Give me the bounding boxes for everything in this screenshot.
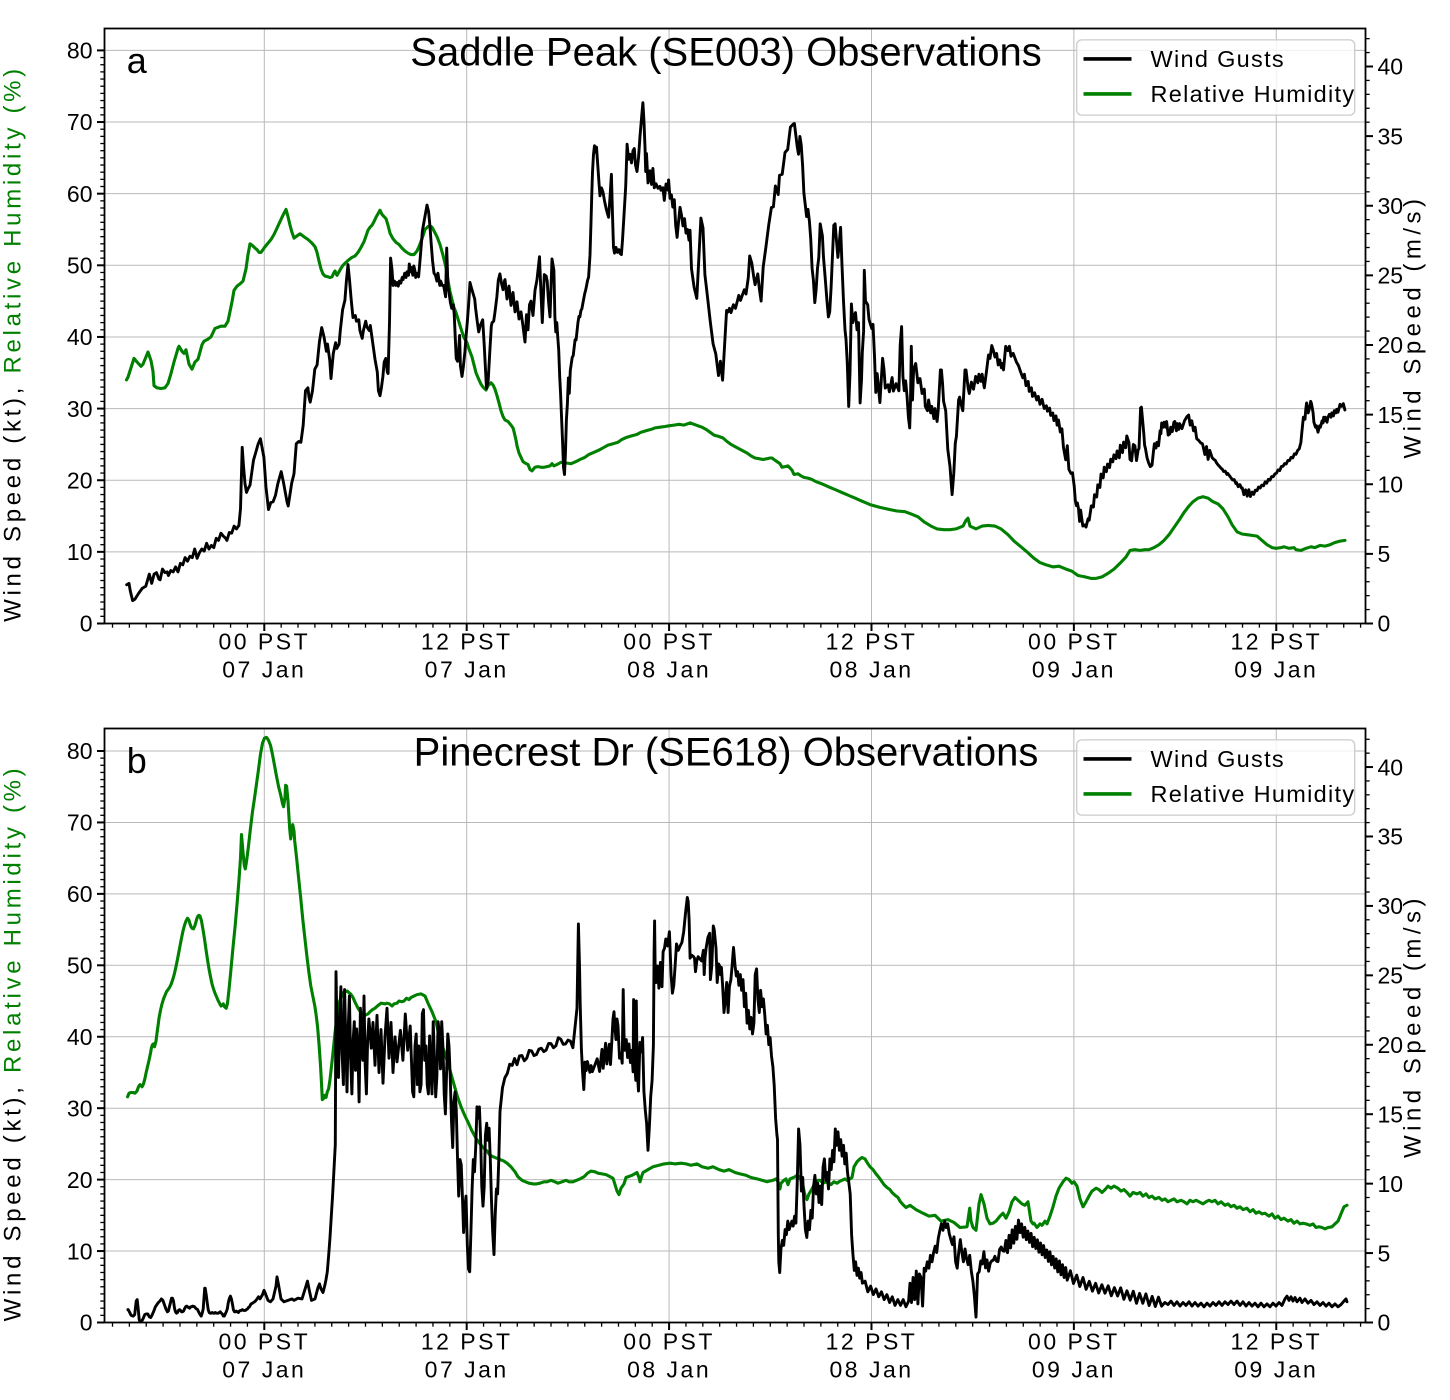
svg-text:30: 30 [1378, 893, 1404, 919]
svg-text:09 Jan: 09 Jan [1032, 657, 1116, 683]
svg-text:60: 60 [67, 881, 93, 907]
svg-text:10: 10 [1378, 471, 1404, 497]
svg-text:35: 35 [1378, 123, 1404, 149]
svg-text:35: 35 [1378, 824, 1404, 850]
svg-text:a: a [127, 40, 148, 81]
svg-text:30: 30 [67, 1095, 93, 1121]
svg-text:09 Jan: 09 Jan [1234, 657, 1318, 683]
svg-text:60: 60 [67, 181, 93, 207]
svg-text:09 Jan: 09 Jan [1032, 1357, 1116, 1383]
svg-text:20: 20 [67, 467, 93, 493]
svg-text:0: 0 [80, 611, 93, 637]
svg-text:0: 0 [1378, 611, 1391, 637]
svg-text:00 PST: 00 PST [1028, 629, 1120, 655]
svg-text:12 PST: 12 PST [1230, 1329, 1322, 1355]
svg-text:08 Jan: 08 Jan [627, 657, 711, 683]
svg-text:Pinecrest Dr (SE618) Observati: Pinecrest Dr (SE618) Observations [414, 731, 1039, 775]
svg-text:30: 30 [1378, 193, 1404, 219]
svg-text:b: b [127, 740, 147, 781]
svg-text:20: 20 [1378, 332, 1404, 358]
svg-text:70: 70 [67, 109, 93, 135]
svg-text:80: 80 [67, 738, 93, 764]
svg-text:80: 80 [67, 38, 93, 64]
svg-text:Wind Speed (m/s): Wind Speed (m/s) [1400, 894, 1427, 1158]
svg-text:50: 50 [67, 953, 93, 979]
svg-text:Wind Gusts: Wind Gusts [1151, 46, 1285, 72]
svg-text:00 PST: 00 PST [623, 629, 715, 655]
svg-text:40: 40 [1378, 54, 1404, 80]
svg-text:12 PST: 12 PST [421, 629, 513, 655]
svg-text:Saddle Peak (SE003) Observatio: Saddle Peak (SE003) Observations [410, 31, 1041, 75]
svg-text:25: 25 [1378, 263, 1404, 289]
svg-text:08 Jan: 08 Jan [627, 1357, 711, 1383]
svg-text:00 PST: 00 PST [1028, 1329, 1120, 1355]
svg-text:5: 5 [1378, 1240, 1391, 1266]
svg-text:40: 40 [67, 1024, 93, 1050]
svg-text:10: 10 [1378, 1171, 1404, 1197]
svg-text:12 PST: 12 PST [826, 629, 918, 655]
svg-text:40: 40 [1378, 754, 1404, 780]
svg-text:08 Jan: 08 Jan [829, 657, 913, 683]
svg-text:40: 40 [67, 324, 93, 350]
svg-text:0: 0 [80, 1310, 93, 1336]
svg-text:Relative Humidity: Relative Humidity [1151, 781, 1356, 807]
svg-text:00 PST: 00 PST [218, 1329, 310, 1355]
svg-text:25: 25 [1378, 963, 1404, 989]
svg-text:Wind Speed (kt), Relative Humi: Wind Speed (kt), Relative Humidity (%) [0, 65, 27, 622]
svg-text:Wind Gusts: Wind Gusts [1151, 746, 1285, 772]
svg-text:07 Jan: 07 Jan [222, 657, 306, 683]
svg-text:Relative Humidity: Relative Humidity [1151, 81, 1356, 107]
svg-text:07 Jan: 07 Jan [425, 657, 509, 683]
svg-text:09 Jan: 09 Jan [1234, 1357, 1318, 1383]
svg-text:00 PST: 00 PST [218, 629, 310, 655]
svg-text:10: 10 [67, 1238, 93, 1264]
svg-text:15: 15 [1378, 402, 1404, 428]
svg-text:Wind Speed (m/s): Wind Speed (m/s) [1400, 194, 1427, 458]
svg-text:00 PST: 00 PST [623, 1329, 715, 1355]
svg-text:70: 70 [67, 810, 93, 836]
svg-text:50: 50 [67, 253, 93, 279]
svg-text:5: 5 [1378, 541, 1391, 567]
svg-text:12 PST: 12 PST [421, 1329, 513, 1355]
svg-text:12 PST: 12 PST [1230, 629, 1322, 655]
svg-text:30: 30 [67, 396, 93, 422]
svg-text:12 PST: 12 PST [826, 1329, 918, 1355]
svg-text:15: 15 [1378, 1101, 1404, 1127]
svg-text:07 Jan: 07 Jan [222, 1357, 306, 1383]
svg-text:20: 20 [67, 1167, 93, 1193]
svg-text:08 Jan: 08 Jan [829, 1357, 913, 1383]
svg-text:Wind Speed (kt), Relative Humi: Wind Speed (kt), Relative Humidity (%) [0, 765, 27, 1322]
svg-text:07 Jan: 07 Jan [425, 1357, 509, 1383]
svg-text:0: 0 [1378, 1310, 1391, 1336]
svg-text:10: 10 [67, 539, 93, 565]
svg-text:20: 20 [1378, 1032, 1404, 1058]
